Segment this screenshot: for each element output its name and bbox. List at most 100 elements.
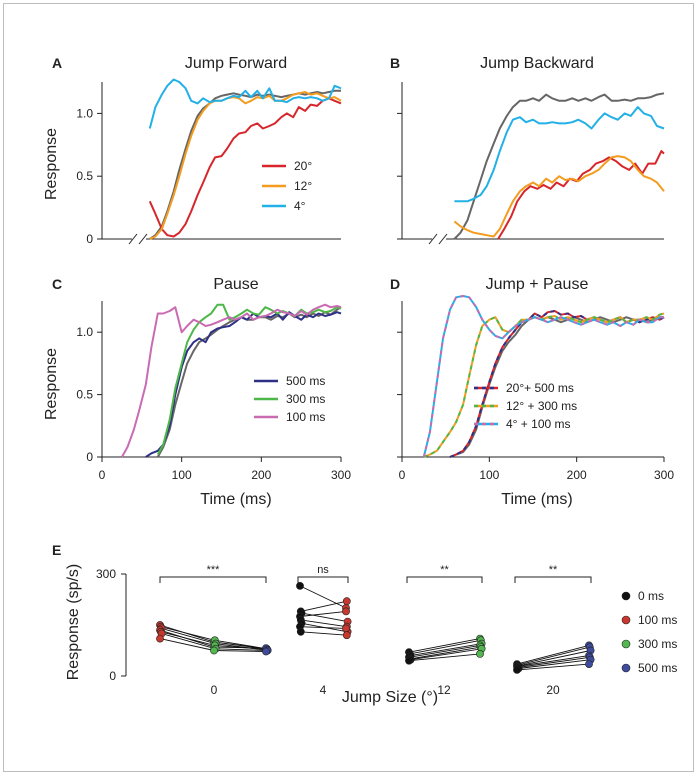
pair-line-2-5 (410, 648, 482, 661)
lines-a (148, 78, 342, 240)
axes-d: 0 100 200 300 (397, 301, 674, 482)
data-point-2-6-1 (476, 650, 484, 658)
lines-b (453, 92, 665, 240)
legend-c: 500 ms 300 ms 100 ms (254, 374, 325, 424)
pair-line-3-6 (516, 663, 590, 671)
data-point-2-6-0 (405, 656, 413, 665)
x-tick-label-c-3: 300 (331, 468, 351, 482)
figure-frame: A Jump Forward Response 0 0.5 1.0 20° 12° 4°… (3, 3, 694, 772)
significance-bracket-3 (514, 576, 592, 583)
legend-label-c-1: 300 ms (286, 392, 325, 406)
pair-line-1-7 (300, 631, 347, 636)
significance-bracket-0 (159, 576, 267, 583)
x-tick-label-d-3: 300 (654, 468, 674, 482)
lines-c (121, 303, 342, 458)
legend-label-a-2: 4° (294, 199, 306, 213)
panel-title-c: Pause (213, 276, 258, 293)
data-point-3-6-0 (513, 666, 521, 674)
legend-label-c-2: 100 ms (286, 410, 325, 424)
data-point-3-6-1 (585, 660, 593, 668)
series-line-dash-d-1 (423, 312, 665, 458)
data-point-0-6-1 (210, 646, 218, 655)
data-point-1-0-0 (296, 582, 304, 590)
y-axis-label-a: Response (43, 128, 60, 200)
y-tick-label-a-2: 1.0 (76, 106, 93, 120)
panel-a: A Jump Forward Response 0 0.5 1.0 20° 12° 4° (43, 55, 342, 246)
axis-break-mark-2-a (138, 233, 148, 245)
legend-label-e-2: 300 ms (638, 637, 677, 651)
legend-d: 20°+ 500 ms 12° + 300 ms 4° + 100 ms (474, 381, 577, 431)
pair-line-2-4 (409, 646, 481, 660)
legend-marker-e-3 (621, 663, 631, 673)
y-tick-label-a-1: 0.5 (76, 169, 93, 183)
data-point-1-7-1 (342, 631, 351, 640)
legend-a: 20° 12° 4° (262, 159, 312, 213)
pair-line-1-4 (300, 619, 347, 628)
panel-title-a: Jump Forward (185, 55, 287, 72)
x-tick-label-e-2: 12 (437, 683, 451, 697)
series-line-b-3 (453, 92, 665, 240)
series-line-b-0 (497, 150, 665, 240)
x-axis-label-d: Time (ms) (501, 491, 572, 508)
panel-label-e: E (52, 542, 61, 558)
x-tick-label-e-0: 0 (211, 683, 218, 697)
pair-line-1-1 (300, 600, 347, 612)
pair-line-3-3 (516, 655, 590, 667)
panel-d: D Jump + Pause Time (ms) 0 100 200 300 20°+… (390, 276, 674, 508)
legend-label-e-3: 500 ms (638, 661, 677, 675)
pair-line-1-6 (299, 626, 347, 629)
panel-c: C Pause Response Time (ms) 0 0.5 1.0 0 100 20… (43, 276, 351, 508)
x-tick-label-d-1: 100 (479, 468, 499, 482)
lines-d (422, 295, 665, 458)
y-tick-label-c-2: 1.0 (76, 325, 93, 339)
legend-marker-e-1 (621, 615, 631, 625)
pair-line-3-5 (518, 659, 591, 669)
pair-line-3-0 (516, 644, 590, 665)
series-line-a-0 (148, 97, 342, 238)
pair-line-1-0 (299, 585, 347, 609)
significance-label-2: ** (440, 564, 449, 576)
x-tick-label-d-0: 0 (399, 468, 406, 482)
panel-label-d: D (390, 276, 400, 292)
legend-label-d-1: 12° + 300 ms (506, 399, 577, 413)
x-tick-label-d-2: 200 (567, 468, 587, 482)
pair-line-2-6 (408, 653, 481, 662)
legend-marker-e-2 (621, 639, 631, 649)
significance-bracket-2 (406, 576, 483, 583)
axes-b (397, 82, 664, 245)
legend-label-e-1: 100 ms (638, 613, 677, 627)
data-point-1-1-1 (342, 597, 351, 606)
data-point-1-6-1 (342, 624, 350, 633)
legend-label-a-0: 20° (294, 159, 312, 173)
x-tick-label-c-2: 200 (251, 468, 271, 482)
scatter-e (156, 582, 595, 674)
series-line-b-1 (453, 155, 665, 238)
x-tick-label-c-1: 100 (172, 468, 192, 482)
data-point-0-6-2 (262, 647, 270, 656)
y-axis-label-e: Response (sp/s) (65, 564, 82, 681)
pair-line-1-3 (299, 610, 347, 617)
series-line-c-0 (145, 311, 342, 458)
series-line-a-1 (149, 91, 342, 240)
series-line-c-3 (156, 306, 342, 458)
axes-a: 0 0.5 1.0 (76, 82, 341, 246)
legend-e: 0 ms 100 ms 300 ms 500 ms (621, 589, 677, 675)
panel-label-c: C (52, 276, 62, 292)
pair-line-1-2 (301, 612, 348, 623)
figure-canvas: A Jump Forward Response 0 0.5 1.0 20° 12° 4°… (43, 55, 677, 706)
y-tick-label-c-1: 0.5 (76, 388, 93, 402)
series-line-c-2 (121, 303, 342, 458)
y-tick-label-a-0: 0 (86, 232, 93, 246)
pair-line-3-1 (517, 646, 590, 666)
legend-marker-e-0 (621, 591, 631, 601)
pair-line-2-3 (408, 644, 481, 658)
legend-label-d-0: 20°+ 500 ms (506, 381, 574, 395)
legend-label-a-1: 12° (294, 179, 312, 193)
legend-label-c-0: 500 ms (286, 374, 325, 388)
axes-e: 0 300 0 *** 4 ns 12 ** 20 ** (96, 564, 592, 697)
x-axis-label-c: Time (ms) (200, 491, 271, 508)
y-tick-label-e-0: 0 (109, 669, 116, 683)
series-line-c-1 (156, 303, 342, 455)
panel-label-b: B (390, 55, 400, 71)
data-point-1-3-1 (342, 607, 350, 616)
